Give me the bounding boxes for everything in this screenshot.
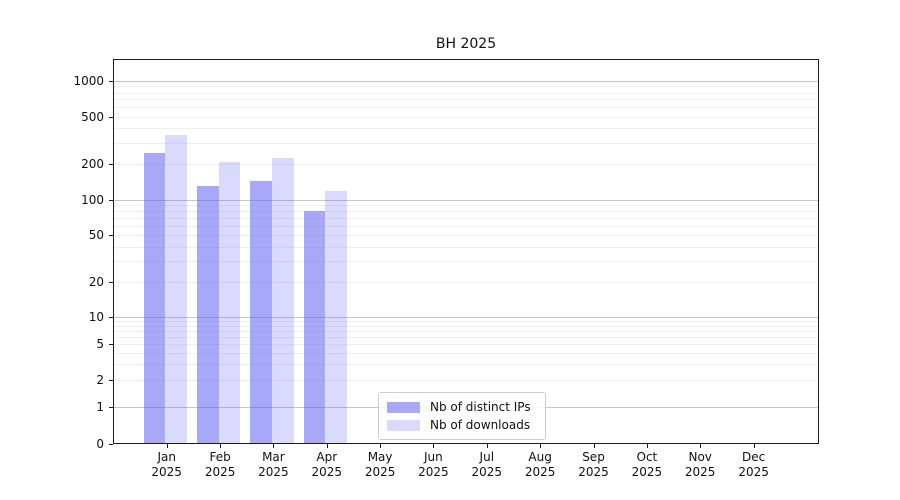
bar-distinct-ips [143, 152, 166, 443]
x-tick-mark [380, 444, 382, 448]
x-tick-mark [433, 444, 435, 448]
y-gridline-minor [114, 164, 818, 166]
bar-distinct-ips [196, 186, 219, 443]
y-tick-label: 5 [96, 337, 104, 352]
y-gridline-minor [114, 352, 818, 354]
x-tick-label: Nov 2025 [684, 450, 716, 479]
y-tick-label: 200 [81, 157, 104, 172]
legend-label: Nb of distinct IPs [430, 400, 531, 414]
y-gridline-major [114, 81, 818, 82]
y-gridline-minor [114, 211, 818, 213]
bar-downloads [272, 158, 294, 443]
y-tick-mark [109, 164, 113, 166]
x-tick-mark [326, 444, 328, 448]
y-tick-label: 100 [81, 193, 104, 207]
x-tick-mark [646, 444, 648, 448]
y-gridline-minor [114, 218, 818, 220]
y-gridline-minor [114, 107, 818, 109]
y-gridline-minor [114, 226, 818, 227]
right-spine [818, 59, 819, 444]
y-tick-mark [109, 317, 113, 318]
bar-downloads [165, 134, 188, 443]
y-tick-mark [109, 200, 113, 201]
bar-distinct-ips [250, 180, 272, 443]
y-gridline-major [114, 317, 818, 318]
x-tick-mark [486, 444, 488, 448]
bar-downloads [325, 191, 348, 443]
x-tick-mark [540, 444, 542, 448]
y-gridline-minor [114, 344, 818, 346]
y-gridline-minor [114, 143, 818, 145]
y-gridline-minor [114, 325, 818, 327]
bar-distinct-ips [303, 211, 326, 443]
x-tick-mark [273, 444, 275, 448]
y-tick-mark [109, 235, 113, 237]
y-tick-label: 50 [88, 228, 104, 243]
y-tick-label: 2 [96, 372, 104, 387]
x-tick-mark [593, 444, 595, 448]
bar-downloads [218, 161, 241, 443]
x-tick-label: Jul 2025 [471, 450, 503, 479]
x-tick-label: Aug 2025 [524, 450, 556, 479]
x-tick-mark [166, 444, 168, 448]
y-gridline-minor [114, 337, 818, 338]
legend-swatch-distinct-ips [387, 401, 420, 413]
y-tick-label: 0 [96, 437, 104, 451]
y-gridline-major [114, 200, 818, 201]
x-tick-mark [753, 444, 755, 448]
legend-label: Nb of downloads [430, 418, 531, 432]
y-tick-mark [109, 379, 113, 381]
y-tick-mark [109, 444, 113, 445]
legend-swatch-downloads [387, 419, 420, 431]
chart-title: BH 2025 [435, 36, 497, 52]
y-gridline-minor [114, 261, 818, 263]
y-tick-mark [109, 281, 113, 283]
y-tick-label: 500 [81, 109, 104, 124]
y-gridline-minor [114, 379, 818, 381]
y-gridline-minor [114, 205, 818, 207]
legend: Nb of distinct IPs Nb of downloads [378, 392, 546, 440]
y-gridline-minor [114, 364, 818, 366]
bottom-spine [113, 443, 819, 444]
y-tick-mark [109, 116, 113, 118]
y-gridline-minor [114, 116, 818, 118]
x-tick-label: Feb 2025 [204, 450, 236, 479]
y-gridline-minor [114, 281, 818, 283]
x-tick-label: Oct 2025 [631, 450, 663, 479]
y-tick-label: 1000 [73, 74, 104, 88]
x-tick-label: Dec 2025 [738, 450, 769, 479]
y-gridline-minor [114, 321, 818, 323]
y-tick-label: 10 [88, 310, 104, 324]
x-tick-label: Apr 2025 [311, 450, 343, 479]
y-tick-label: 1 [96, 400, 104, 414]
x-tick-label: Sep 2025 [578, 450, 609, 479]
x-tick-label: May 2025 [364, 450, 396, 479]
y-gridline-minor [114, 86, 818, 88]
y-gridline-minor [114, 92, 818, 94]
x-tick-mark [700, 444, 702, 448]
y-gridline-minor [114, 128, 818, 130]
x-tick-label: Mar 2025 [258, 450, 289, 479]
y-tick-mark [109, 344, 113, 346]
y-tick-mark [109, 407, 113, 408]
top-spine [113, 59, 819, 60]
legend-item-downloads: Nb of downloads [387, 416, 537, 434]
y-gridline-minor [114, 235, 818, 237]
legend-item-distinct-ips: Nb of distinct IPs [387, 398, 537, 416]
x-tick-label: Jun 2025 [418, 450, 449, 479]
y-gridline-minor [114, 99, 818, 101]
y-gridline-minor [114, 246, 818, 248]
plot-area: 0 1 2 5 10 20 50 100 200 500 1000 Jan 2025 Feb 2025 M… [73, 59, 819, 479]
y-tick-mark [109, 81, 113, 82]
y-gridline-minor [114, 330, 818, 332]
y-axis-spine [113, 59, 114, 444]
x-tick-mark [220, 444, 222, 448]
x-tick-label: Jan 2025 [151, 450, 182, 479]
y-tick-label: 20 [88, 274, 104, 289]
